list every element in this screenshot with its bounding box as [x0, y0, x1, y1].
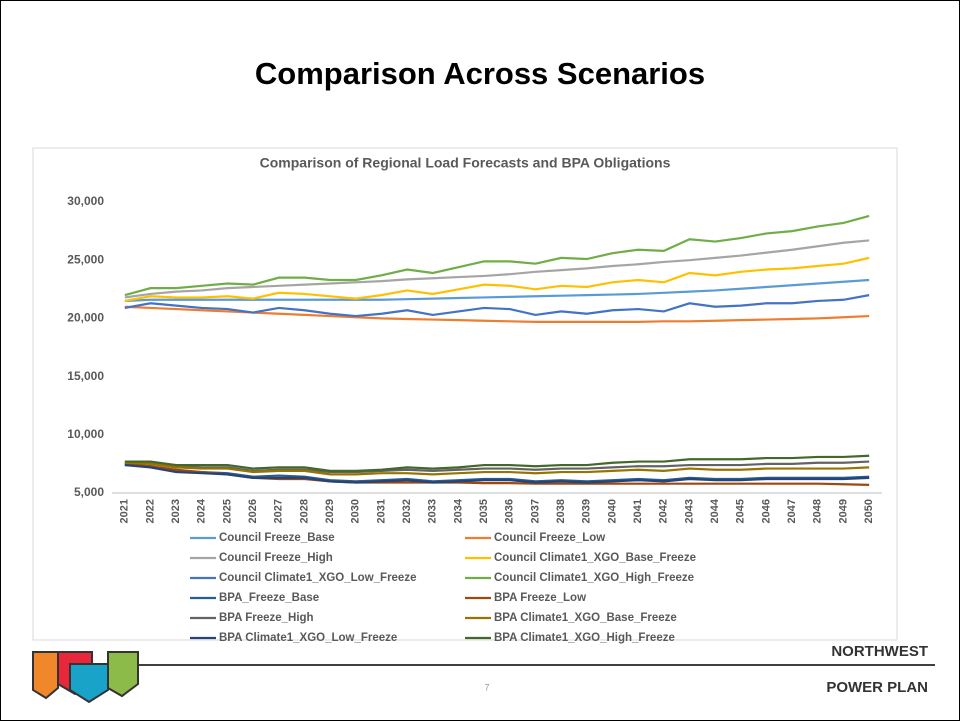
- chart-title: Comparison of Regional Load Forecasts an…: [260, 155, 671, 171]
- x-tick-label: 2049: [837, 499, 849, 523]
- series-line: [124, 239, 870, 299]
- y-tick-label: 5,000: [74, 485, 104, 499]
- series-line: [124, 463, 870, 483]
- legend-label: Council Freeze_Low: [494, 532, 605, 544]
- x-tick-label: 2035: [478, 499, 490, 523]
- legend-label: BPA_Freeze_Base: [219, 592, 319, 604]
- x-tick-label: 2043: [683, 499, 695, 523]
- x-tick-label: 2039: [581, 499, 593, 523]
- x-tick-label: 2036: [504, 499, 516, 523]
- legend-label: BPA Climate1_XGO_Low_Freeze: [219, 632, 397, 644]
- legend-label: Council Climate1_XGO_Base_Freeze: [494, 552, 696, 564]
- x-tick-label: 2023: [170, 499, 182, 523]
- slide-title: Comparison Across Scenarios: [255, 56, 705, 91]
- x-tick-label: 2028: [298, 499, 310, 523]
- x-tick-label: 2042: [658, 499, 670, 523]
- x-tick-label: 2025: [221, 499, 233, 523]
- legend-label: Council Climate1_XGO_Low_Freeze: [219, 572, 416, 584]
- logo: [32, 651, 139, 704]
- y-tick-label: 20,000: [67, 311, 104, 325]
- y-tick-label: 30,000: [67, 194, 104, 208]
- series-line: [124, 454, 870, 472]
- series-line: [124, 256, 870, 303]
- series-line: [124, 463, 870, 484]
- legend-label: Council Freeze_Base: [219, 532, 335, 544]
- legend-label: BPA Freeze_Low: [494, 592, 586, 604]
- series-line: [124, 214, 870, 297]
- x-tick-label: 2022: [144, 499, 156, 523]
- x-tick-label: 2037: [529, 499, 541, 523]
- series-line: [124, 294, 870, 318]
- y-tick-label: 10,000: [67, 427, 104, 441]
- legend-label: BPA Climate1_XGO_High_Freeze: [494, 632, 675, 644]
- org-line-1: NORTHWEST: [831, 643, 928, 660]
- x-tick-label: 2031: [375, 499, 387, 523]
- x-tick-label: 2033: [427, 499, 439, 523]
- x-tick-label: 2029: [324, 499, 336, 523]
- x-tick-label: 2048: [812, 499, 824, 523]
- series-line: [124, 460, 870, 474]
- chart-frame: [32, 147, 898, 641]
- legend-label: BPA Climate1_XGO_Base_Freeze: [494, 612, 677, 624]
- legend-label: Council Climate1_XGO_High_Freeze: [494, 572, 694, 584]
- series-line: [124, 278, 870, 303]
- x-tick-label: 2034: [452, 498, 464, 523]
- x-tick-label: 2047: [786, 499, 798, 523]
- x-tick-label: 2026: [247, 499, 259, 523]
- page-number: 7: [484, 682, 489, 692]
- legend-label: Council Freeze_High: [219, 552, 333, 564]
- x-tick-label: 2032: [401, 499, 413, 523]
- x-tick-label: 2021: [119, 499, 131, 523]
- y-tick-label: 15,000: [67, 369, 104, 383]
- org-line-2: POWER PLAN: [826, 679, 928, 696]
- x-tick-label: 2024: [196, 498, 208, 523]
- x-tick-label: 2045: [735, 499, 747, 523]
- x-tick-label: 2038: [555, 499, 567, 523]
- legend-label: BPA Freeze_High: [219, 612, 314, 624]
- y-tick-label: 25,000: [67, 252, 104, 266]
- x-tick-label: 2040: [606, 499, 618, 523]
- series-line: [124, 461, 870, 476]
- x-tick-label: 2041: [632, 499, 644, 523]
- x-tick-label: 2027: [273, 499, 285, 523]
- x-tick-label: 2050: [863, 499, 875, 523]
- x-tick-label: 2044: [709, 498, 721, 523]
- x-tick-label: 2030: [350, 499, 362, 523]
- x-tick-label: 2046: [760, 499, 772, 523]
